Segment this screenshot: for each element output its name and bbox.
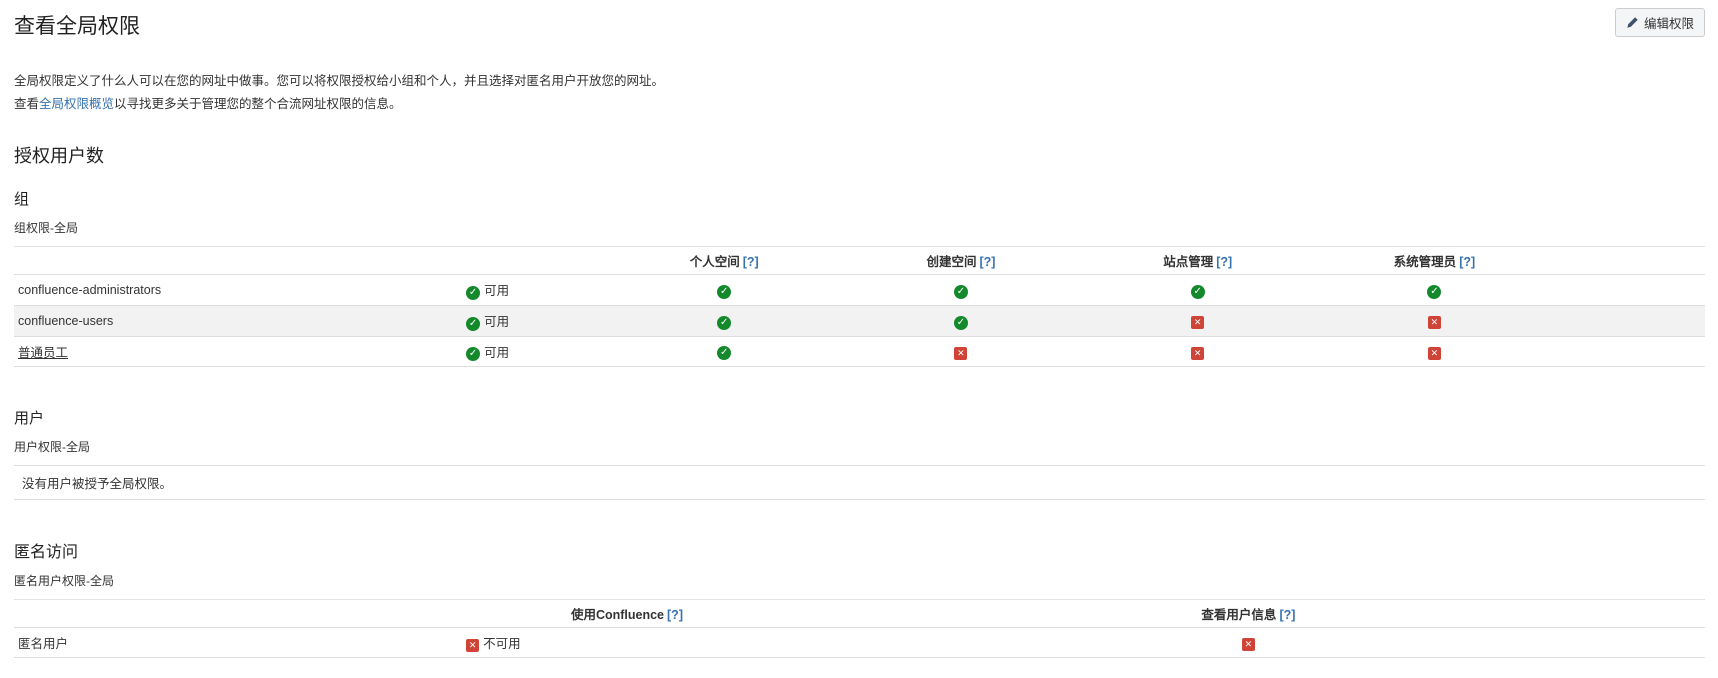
empty-header-cell xyxy=(14,246,463,275)
anonymous-table-header-row: 使用Confluence [?] 查看用户信息 [?] xyxy=(14,599,1705,629)
permission-cell: ✓ xyxy=(1316,274,1553,306)
intro-prefix: 查看 xyxy=(14,97,40,111)
page-title: 查看全局权限 xyxy=(14,15,140,38)
group-permissions-table: 个人空间 [?] 创建空间 [?] 站点管理 [?] 系统管理员 [?] conflue… xyxy=(14,246,1705,368)
user-permissions-table: 没有用户被授予全局权限。 xyxy=(14,465,1705,501)
row-name[interactable]: 普通员工 xyxy=(18,345,69,360)
row-name: confluence-users xyxy=(18,313,114,328)
group-table-header-row: 个人空间 [?] 创建空间 [?] 站点管理 [?] 系统管理员 [?] xyxy=(14,246,1705,275)
permission-cell: ✕ xyxy=(1316,336,1553,368)
row-name-cell: 匿名用户 xyxy=(14,627,463,659)
anonymous-subheading: 匿名用户权限-全局 xyxy=(14,574,114,589)
empty-header-cell xyxy=(14,599,463,629)
anonymous-access-heading: 匿名访问 xyxy=(14,544,79,562)
table-row: confluence-administrators ✓ 可用 ✓ ✓ ✓ ✓ xyxy=(14,274,1705,306)
column-header-system-admin: 系统管理员 [?] xyxy=(1316,246,1553,275)
column-header-personal-space: 个人空间 [?] xyxy=(605,246,843,275)
permission-cell: ✓ xyxy=(842,305,1080,337)
filler-cell xyxy=(1552,274,1705,306)
users-subheading: 用户权限-全局 xyxy=(14,440,90,455)
check-icon: ✓ xyxy=(717,315,732,330)
check-icon: ✓ xyxy=(466,285,481,300)
help-icon[interactable]: [?] xyxy=(1279,608,1296,623)
row-name-cell: confluence-administrators xyxy=(14,274,463,306)
status-cell: ✓ 可用 xyxy=(462,336,606,368)
permission-cell: ✕ xyxy=(1316,305,1553,337)
groups-subheading: 组权限-全局 xyxy=(14,221,78,235)
permission-cell: ✕ xyxy=(791,627,1705,659)
status-cell: ✓ 可用 xyxy=(462,305,606,337)
edit-permissions-label: 编辑权限 xyxy=(1643,17,1694,31)
global-permissions-overview-link[interactable]: 全局权限概览 xyxy=(39,97,115,111)
permission-cell: ✕ xyxy=(842,336,1080,368)
permission-cell: ✓ xyxy=(842,274,1080,306)
status-label: 可用 xyxy=(484,284,510,298)
anonymous-table-body: 匿名用户 ✕ 不可用 ✕ xyxy=(14,627,1705,659)
table-row: 普通员工 ✓ 可用 ✓ ✕ ✕ ✕ xyxy=(14,336,1705,368)
check-icon: ✓ xyxy=(953,284,968,299)
status-label: 不可用 xyxy=(483,637,521,652)
cross-icon: ✕ xyxy=(1427,316,1441,330)
permission-cell: ✕ xyxy=(1079,336,1317,368)
cross-icon: ✕ xyxy=(954,346,968,360)
permission-cell: ✓ xyxy=(605,305,843,337)
filler-cell xyxy=(1552,305,1705,337)
intro-text-line2: 查看全局权限概览以寻找更多关于管理您的整个合流网址权限的信息。 xyxy=(14,93,1705,116)
groups-heading: 组 xyxy=(14,191,30,208)
intro-suffix: 以寻找更多关于管理您的整个合流网址权限的信息。 xyxy=(114,97,402,111)
row-name: confluence-administrators xyxy=(18,282,162,297)
check-icon: ✓ xyxy=(953,315,968,330)
table-row: 没有用户被授予全局权限。 xyxy=(14,465,1705,501)
permission-cell: ✓ xyxy=(605,274,843,306)
filler-cell xyxy=(1552,336,1705,368)
cross-icon: ✕ xyxy=(466,639,480,653)
column-header-site-admin: 站点管理 [?] xyxy=(1079,246,1317,275)
check-icon: ✓ xyxy=(717,284,732,299)
intro-text-line1: 全局权限定义了什么人可以在您的网址中做事。您可以将权限授权给小组和个人，并且选择… xyxy=(14,74,665,88)
check-icon: ✓ xyxy=(466,347,481,362)
users-heading: 用户 xyxy=(14,410,45,428)
empty-header-cell xyxy=(462,246,606,275)
cross-icon: ✕ xyxy=(1427,346,1441,360)
permission-cell: ✕ xyxy=(1079,305,1317,337)
no-users-message: 没有用户被授予全局权限。 xyxy=(14,465,1705,501)
permission-cell: ✓ xyxy=(1079,274,1317,306)
table-row: 匿名用户 ✕ 不可用 ✕ xyxy=(14,627,1705,659)
group-table-body: confluence-administrators ✓ 可用 ✓ ✓ ✓ ✓ confluen… xyxy=(14,274,1705,368)
check-icon: ✓ xyxy=(1190,284,1205,299)
anonymous-permissions-table: 使用Confluence [?] 查看用户信息 [?] 匿名用户 ✕ 不可用 ✕ xyxy=(14,599,1705,659)
help-icon[interactable]: [?] xyxy=(742,255,759,269)
status-label: 可用 xyxy=(484,314,510,329)
status-label: 可用 xyxy=(484,345,510,360)
column-header-view-user-profiles: 查看用户信息 [?] xyxy=(791,599,1705,629)
status-cell: ✕ 不可用 xyxy=(462,627,792,659)
help-icon[interactable]: [?] xyxy=(1216,255,1233,269)
row-name-cell: confluence-users xyxy=(14,305,463,337)
check-icon: ✓ xyxy=(466,316,481,331)
column-header-use-confluence: 使用Confluence [?] xyxy=(462,599,792,629)
edit-permissions-button[interactable]: 编辑权限 xyxy=(1614,8,1705,37)
licensed-users-heading: 授权用户数 xyxy=(14,146,104,166)
cross-icon: ✕ xyxy=(1191,346,1205,360)
help-icon[interactable]: [?] xyxy=(667,608,683,623)
permission-cell: ✓ xyxy=(605,336,843,368)
row-name-cell: 普通员工 xyxy=(14,336,463,368)
cross-icon: ✕ xyxy=(1191,316,1205,330)
column-header-create-space: 创建空间 [?] xyxy=(842,246,1080,275)
title-row: 查看全局权限 编辑权限 xyxy=(14,6,1705,40)
empty-header-cell xyxy=(1552,246,1705,275)
help-icon[interactable]: [?] xyxy=(979,255,996,269)
pencil-icon xyxy=(1626,16,1639,29)
cross-icon: ✕ xyxy=(1241,638,1255,652)
help-icon[interactable]: [?] xyxy=(1459,255,1476,269)
table-row: confluence-users ✓ 可用 ✓ ✓ ✕ ✕ xyxy=(14,305,1705,337)
status-cell: ✓ 可用 xyxy=(462,274,606,306)
row-name: 匿名用户 xyxy=(18,637,69,652)
check-icon: ✓ xyxy=(1427,284,1442,299)
check-icon: ✓ xyxy=(717,346,732,361)
